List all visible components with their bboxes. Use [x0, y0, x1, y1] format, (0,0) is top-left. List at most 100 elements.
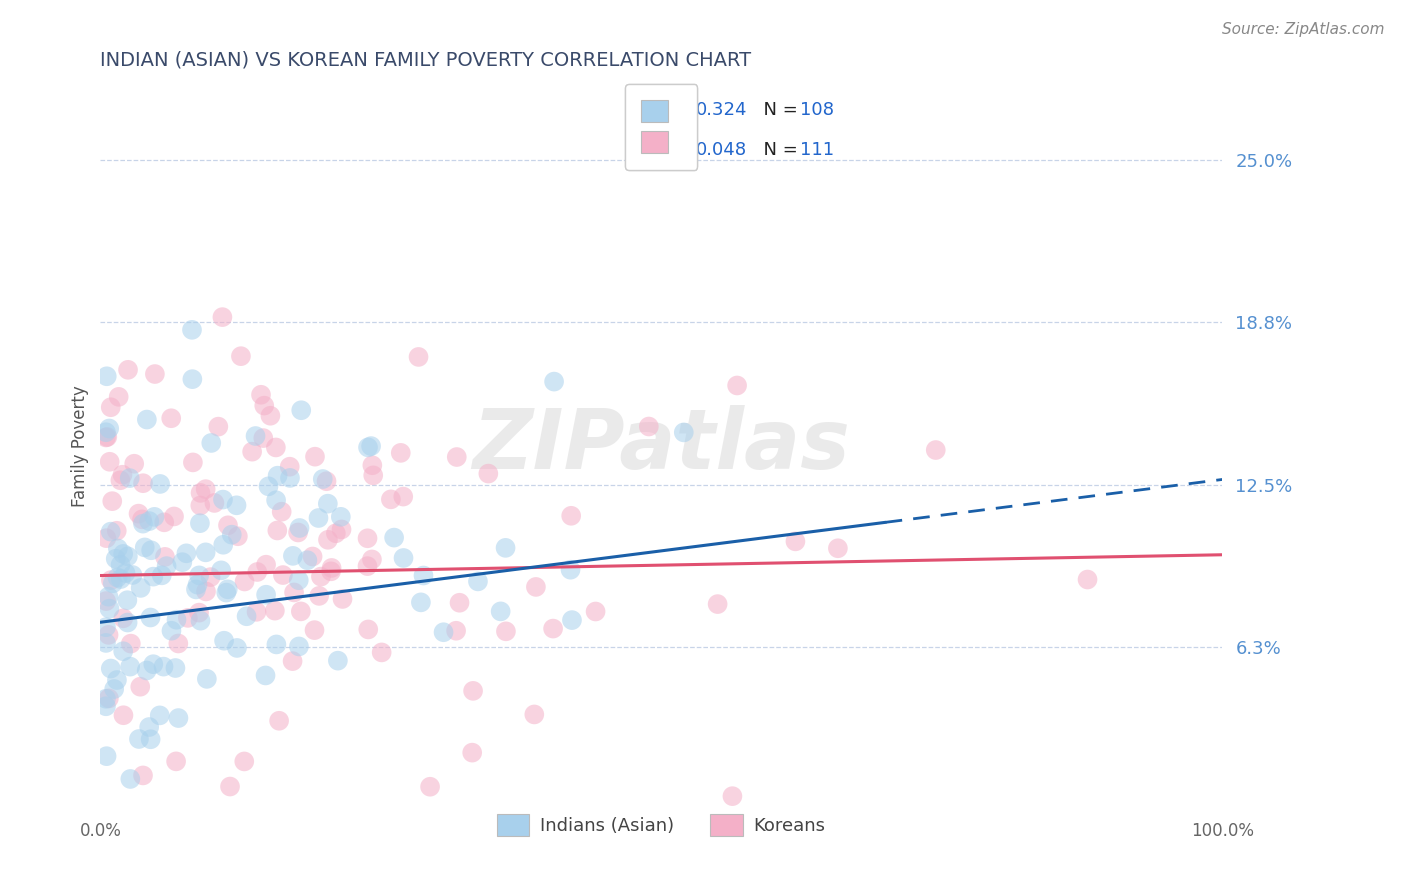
Point [188, 516, 211, 531]
Point [120, 659, 142, 673]
Point [121, 568, 143, 582]
Point [100, 661, 122, 675]
Point [495, 624, 517, 639]
Point [97, 590, 120, 604]
Point [129, 680, 152, 694]
Point [297, 553, 319, 567]
Point [97, 691, 120, 706]
Point [132, 476, 155, 491]
Point [217, 582, 239, 597]
Point [449, 596, 471, 610]
Point [195, 672, 218, 686]
Point [100, 573, 122, 587]
Point [194, 482, 217, 496]
Point [585, 605, 607, 619]
Point [167, 711, 190, 725]
Point [278, 459, 301, 474]
Point [477, 467, 499, 481]
Point [235, 609, 257, 624]
Point [188, 606, 211, 620]
Point [219, 780, 242, 794]
Point [101, 494, 124, 508]
Point [254, 668, 277, 682]
Point [96, 369, 118, 384]
Point [111, 467, 134, 482]
Point [94, 699, 117, 714]
Point [380, 492, 402, 507]
Point [105, 673, 128, 687]
Point [229, 349, 252, 363]
Point [281, 549, 304, 563]
Point [252, 431, 274, 445]
Point [149, 708, 172, 723]
Point [135, 412, 157, 426]
Point [672, 425, 695, 440]
Point [245, 429, 267, 443]
Point [361, 458, 384, 473]
Point [117, 615, 139, 630]
Point [523, 707, 546, 722]
Point [143, 367, 166, 381]
Point [409, 595, 432, 609]
Point [706, 597, 728, 611]
Point [356, 531, 378, 545]
Point [163, 509, 186, 524]
Point [188, 568, 211, 582]
Point [233, 755, 256, 769]
Point [152, 659, 174, 673]
Point [245, 605, 267, 619]
Point [254, 558, 277, 572]
Point [194, 545, 217, 559]
Point [264, 604, 287, 618]
Point [190, 486, 212, 500]
Point [94, 425, 117, 440]
Point [177, 611, 200, 625]
Point [408, 350, 430, 364]
Point [104, 551, 127, 566]
Point [181, 455, 204, 469]
Point [211, 310, 233, 325]
Point [94, 636, 117, 650]
Point [392, 551, 415, 566]
Point [721, 789, 744, 804]
Point [188, 499, 211, 513]
Point [329, 509, 352, 524]
Point [132, 516, 155, 531]
Point [290, 403, 312, 417]
Point [287, 573, 309, 587]
Point [165, 755, 187, 769]
Point [925, 443, 948, 458]
Point [112, 644, 135, 658]
Point [98, 455, 121, 469]
Point [117, 549, 139, 564]
Point [107, 541, 129, 556]
Point [560, 508, 582, 523]
Point [278, 471, 301, 485]
Point [287, 525, 309, 540]
Point [240, 444, 263, 458]
Text: 108: 108 [800, 101, 834, 119]
Point [444, 624, 467, 638]
Point [250, 388, 273, 402]
Point [304, 623, 326, 637]
Point [357, 441, 380, 455]
Point [110, 473, 132, 487]
Point [165, 661, 187, 675]
Point [120, 772, 142, 786]
Point [461, 746, 484, 760]
Point [181, 323, 204, 337]
Point [301, 549, 323, 564]
Point [266, 524, 288, 538]
Point [153, 549, 176, 564]
Point [209, 563, 232, 577]
Point [283, 585, 305, 599]
Point [143, 509, 166, 524]
Point [264, 493, 287, 508]
Point [1076, 573, 1098, 587]
Point [266, 637, 288, 651]
Point [131, 512, 153, 526]
Point [524, 580, 547, 594]
Point [149, 477, 172, 491]
Point [187, 577, 209, 591]
Point [254, 588, 277, 602]
